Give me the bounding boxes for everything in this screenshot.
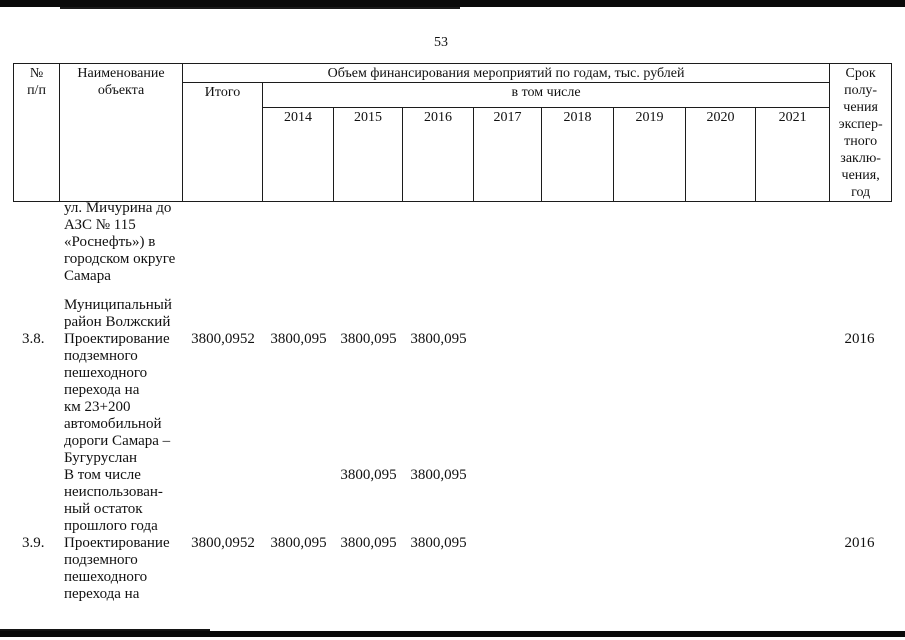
header-year-2017: 2017 [473,107,542,202]
cell-object-name: Проектирование [64,331,170,347]
cell-object-name: Муниципальный [64,297,172,313]
cell-object-name: дороги Самара – [64,433,171,449]
cell-2016: 3800,095 [410,535,467,551]
table-row: Муниципальный [0,297,905,314]
cell-object-name: пешеходного [64,365,148,381]
table-row: подземного [0,552,905,569]
table-row: дороги Самара – [0,433,905,450]
header-year-2019: 2019 [613,107,686,202]
table-row: 3.9. Проектирование 3800,0952 3800,095 3… [0,535,905,552]
cell-2015: 3800,095 [340,331,397,347]
cell-object-name: Бугуруслан [64,450,138,466]
cell-object-name: район Волжский [64,314,171,330]
cell-object-name: ный остаток [64,501,143,517]
cell-object-name: В том числе [64,467,141,483]
table-row: пешеходного [0,365,905,382]
cell-object-name: автомобильной [64,416,162,432]
table-row: перехода на [0,586,905,603]
table-row: перехода на [0,382,905,399]
cell-2014: 3800,095 [270,331,327,347]
table-row: городском округе [0,251,905,268]
cell-2015: 3800,095 [340,535,397,551]
cell-srok: 2016 [844,331,875,347]
scan-artifact-bottom-bar [0,629,905,637]
cell-row-number: 3.8. [22,331,45,347]
table-row: АЗС № 115 [0,217,905,234]
table-row: подземного [0,348,905,365]
cell-2015: 3800,095 [340,467,397,483]
blank-line [0,285,905,297]
cell-object-name: городском округе [64,251,176,267]
cell-object-name: перехода на [64,382,140,398]
table-body: ул. Мичурина до АЗС № 115 «Роснефть») в … [0,200,905,603]
page-number: 53 [434,35,448,50]
table-row: ный остаток [0,501,905,518]
cell-object-name: Проектирование [64,535,170,551]
cell-object-name: прошлого года [64,518,158,534]
table-row: «Роснефть») в [0,234,905,251]
header-year-2016: 2016 [402,107,474,202]
header-year-2020: 2020 [685,107,756,202]
cell-2014: 3800,095 [270,535,327,551]
header-financing-title: Объем финансирования мероприятий по года… [181,63,831,83]
header-col-number: № п/п [13,63,60,202]
header-year-2018: 2018 [541,107,614,202]
header-col-object-name: Наименование объекта [59,63,183,202]
table-row: прошлого года [0,518,905,535]
table-row: пешеходного [0,569,905,586]
cell-object-name: км 23+200 [64,399,131,415]
table-row: км 23+200 [0,399,905,416]
cell-object-name: Самара [64,268,111,284]
table-row: В том числе 3800,095 3800,095 [0,467,905,484]
header-year-2015: 2015 [333,107,403,202]
header-col-itogo: Итого [182,82,263,202]
cell-object-name: подземного [64,552,138,568]
cell-object-name: пешеходного [64,569,148,585]
table-row: ул. Мичурина до [0,200,905,217]
cell-2016: 3800,095 [410,467,467,483]
cell-object-name: ул. Мичурина до [64,200,172,216]
table-row: Бугуруслан [0,450,905,467]
table-row: район Волжский [0,314,905,331]
header-col-srok: Срок полу- чения экспер- тного заклю- че… [829,63,893,202]
header-including: в том числе [261,82,831,108]
cell-2016: 3800,095 [410,331,467,347]
table-row: автомобильной [0,416,905,433]
table-row: Самара [0,268,905,285]
cell-total: 3800,0952 [191,331,255,347]
cell-object-name: «Роснефть») в [64,234,156,250]
cell-object-name: неиспользован- [64,484,163,500]
table-row: 3.8. Проектирование 3800,0952 3800,095 3… [0,331,905,348]
table-row: неиспользован- [0,484,905,501]
cell-srok: 2016 [844,535,875,551]
financing-table-header: № п/п Наименование объекта Объем финанси… [13,63,893,202]
cell-object-name: АЗС № 115 [64,217,136,233]
header-year-2014: 2014 [262,107,334,202]
cell-row-number: 3.9. [22,535,45,551]
header-year-2021: 2021 [754,107,831,202]
cell-object-name: перехода на [64,586,140,602]
scan-artifact-top-bar [0,0,905,9]
cell-total: 3800,0952 [191,535,255,551]
cell-object-name: подземного [64,348,138,364]
